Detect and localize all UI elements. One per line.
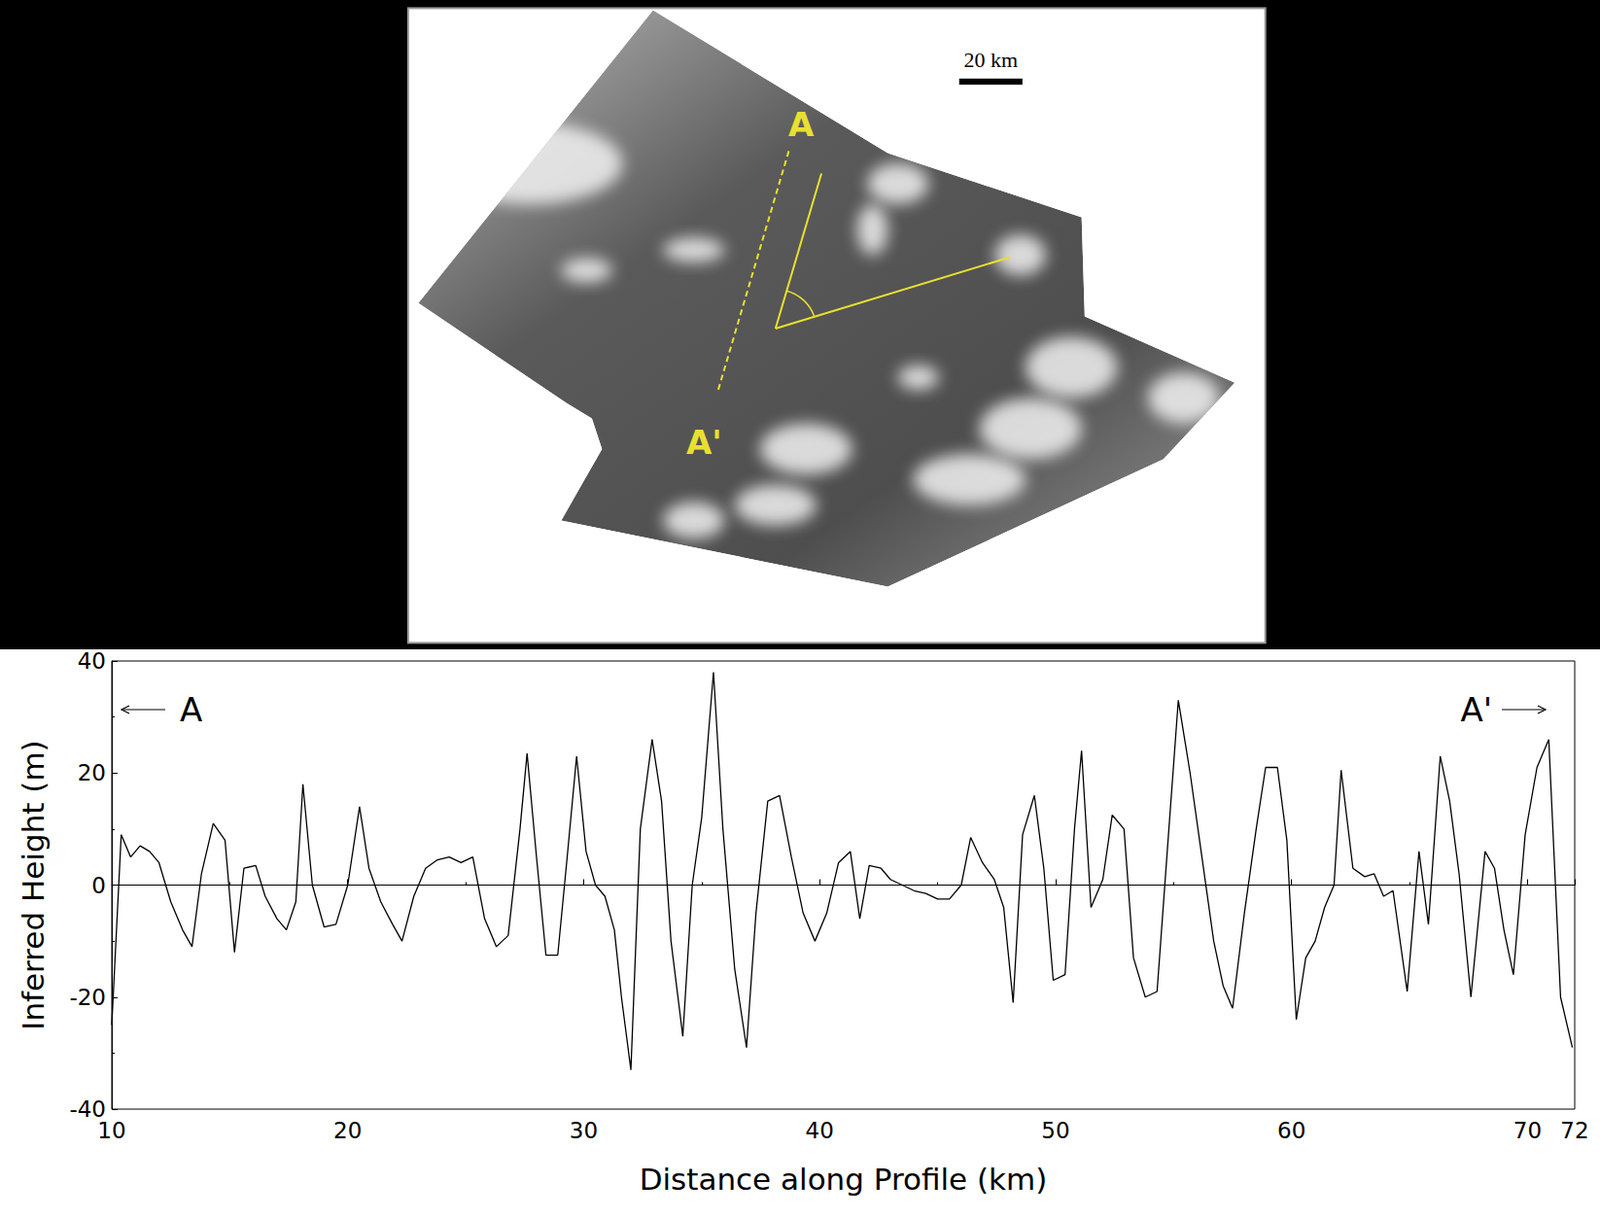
svg-text:40: 40 — [77, 649, 106, 674]
svg-text:A: A — [179, 690, 203, 730]
svg-text:30: 30 — [569, 1117, 598, 1144]
svg-text:20 km: 20 km — [963, 47, 1018, 72]
svg-text:60: 60 — [1277, 1117, 1306, 1144]
svg-text:10: 10 — [97, 1117, 126, 1144]
svg-text:20: 20 — [77, 760, 106, 786]
svg-text:Distance along Profile (km): Distance along Profile (km) — [639, 1161, 1048, 1197]
svg-text:-20: -20 — [69, 984, 106, 1010]
svg-text:A: A — [788, 104, 815, 144]
svg-text:40: 40 — [805, 1117, 835, 1144]
svg-text:0: 0 — [91, 872, 106, 899]
svg-text:72: 72 — [1560, 1117, 1589, 1144]
svg-text:A': A' — [1460, 690, 1493, 730]
svg-text:70: 70 — [1513, 1117, 1542, 1144]
svg-text:20: 20 — [333, 1117, 362, 1144]
svg-text:50: 50 — [1041, 1117, 1070, 1144]
svg-text:Inferred Height (m): Inferred Height (m) — [15, 739, 51, 1030]
svg-text:-40: -40 — [69, 1096, 106, 1122]
svg-text:A': A' — [686, 422, 723, 462]
